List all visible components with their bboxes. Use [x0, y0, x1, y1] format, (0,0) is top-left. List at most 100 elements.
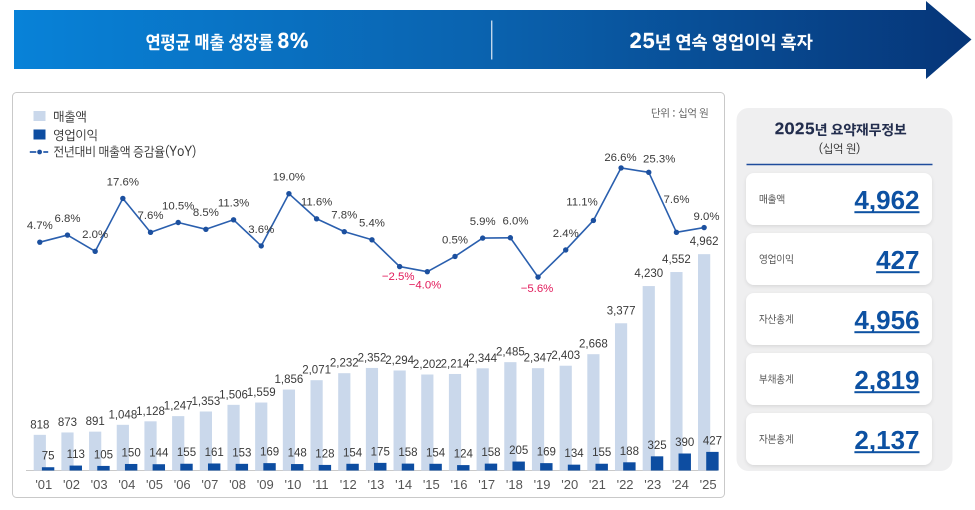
svg-text:2.0%: 2.0% [82, 229, 108, 241]
svg-text:'04: '04 [118, 477, 135, 492]
svg-text:'11: '11 [313, 477, 329, 492]
svg-text:2,071: 2,071 [302, 365, 331, 377]
svg-text:175: 175 [371, 446, 390, 458]
svg-text:7.6%: 7.6% [664, 194, 690, 206]
svg-text:11.1%: 11.1% [566, 197, 597, 209]
svg-text:2,819: 2,819 [854, 365, 919, 395]
svg-text:818: 818 [30, 419, 49, 431]
svg-text:7.8%: 7.8% [331, 210, 357, 222]
svg-text:3,377: 3,377 [607, 305, 636, 317]
svg-text:2,214: 2,214 [441, 358, 470, 370]
svg-text:2,344: 2,344 [468, 353, 497, 365]
svg-text:'20: '20 [561, 477, 578, 492]
svg-text:873: 873 [58, 417, 77, 429]
svg-text:1,559: 1,559 [247, 387, 276, 399]
svg-text:'25: '25 [700, 477, 717, 492]
svg-text:144: 144 [149, 448, 169, 460]
svg-text:'07: '07 [201, 477, 218, 492]
svg-text:154: 154 [343, 447, 363, 459]
svg-text:11.6%: 11.6% [301, 197, 332, 209]
svg-text:4,230: 4,230 [634, 268, 663, 280]
svg-text:'18: '18 [506, 477, 523, 492]
svg-text:2,202: 2,202 [413, 359, 442, 371]
svg-text:'17: '17 [478, 477, 495, 492]
svg-text:1,247: 1,247 [164, 401, 193, 413]
svg-text:'10: '10 [284, 477, 301, 492]
svg-text:'24: '24 [672, 477, 689, 492]
svg-text:427: 427 [876, 245, 919, 275]
svg-text:188: 188 [620, 446, 639, 458]
svg-text:5.9%: 5.9% [470, 216, 496, 228]
svg-text:8.5%: 8.5% [193, 207, 219, 219]
svg-text:2,352: 2,352 [358, 352, 387, 364]
svg-text:158: 158 [481, 447, 500, 459]
svg-text:4,962: 4,962 [854, 185, 919, 215]
svg-text:'06: '06 [174, 477, 191, 492]
svg-text:4,962: 4,962 [690, 236, 719, 248]
svg-text:169: 169 [537, 447, 556, 459]
svg-text:891: 891 [86, 416, 105, 428]
svg-text:5.4%: 5.4% [359, 218, 385, 230]
svg-text:3.6%: 3.6% [248, 224, 274, 236]
svg-text:2,232: 2,232 [330, 358, 359, 370]
svg-text:1,128: 1,128 [136, 406, 165, 418]
svg-text:7.6%: 7.6% [138, 210, 164, 222]
svg-text:1,856: 1,856 [275, 374, 304, 386]
svg-text:6.8%: 6.8% [54, 213, 80, 225]
svg-text:153: 153 [232, 447, 251, 459]
svg-text:161: 161 [205, 447, 224, 459]
svg-text:0.5%: 0.5% [442, 234, 468, 246]
svg-text:2.4%: 2.4% [553, 228, 579, 240]
svg-text:'21: '21 [589, 477, 606, 492]
svg-text:2,403: 2,403 [551, 350, 580, 362]
svg-text:'13: '13 [367, 477, 384, 492]
svg-text:4,552: 4,552 [662, 254, 691, 266]
svg-text:−5.6%: −5.6% [521, 283, 554, 295]
svg-text:154: 154 [426, 447, 446, 459]
svg-text:17.6%: 17.6% [107, 176, 139, 188]
svg-text:1,048: 1,048 [108, 409, 137, 421]
svg-text:155: 155 [177, 447, 196, 459]
svg-text:105: 105 [94, 449, 113, 461]
svg-text:'02: '02 [63, 477, 80, 492]
svg-text:'23: '23 [644, 477, 661, 492]
svg-text:1,506: 1,506 [219, 389, 248, 401]
svg-text:390: 390 [675, 437, 694, 449]
svg-text:2,137: 2,137 [854, 425, 919, 455]
svg-text:150: 150 [122, 447, 141, 459]
svg-text:6.0%: 6.0% [503, 216, 529, 228]
svg-text:148: 148 [288, 448, 307, 460]
svg-text:'03: '03 [91, 477, 108, 492]
svg-text:4,956: 4,956 [854, 305, 919, 335]
svg-text:'19: '19 [534, 477, 551, 492]
svg-text:75: 75 [42, 451, 55, 463]
svg-text:'15: '15 [423, 477, 440, 492]
svg-text:'22: '22 [617, 477, 634, 492]
svg-text:26.6%: 26.6% [604, 152, 636, 164]
svg-text:205: 205 [509, 445, 528, 457]
svg-text:'14: '14 [395, 477, 412, 492]
svg-text:−4.0%: −4.0% [409, 280, 442, 292]
svg-text:2,668: 2,668 [579, 339, 608, 351]
svg-text:128: 128 [315, 448, 334, 460]
svg-text:25.3%: 25.3% [643, 154, 675, 166]
svg-text:124: 124 [454, 449, 474, 461]
svg-text:325: 325 [647, 440, 666, 452]
svg-text:2,294: 2,294 [385, 355, 414, 367]
svg-text:1,353: 1,353 [191, 396, 220, 408]
svg-text:'09: '09 [257, 477, 274, 492]
svg-text:'08: '08 [229, 477, 246, 492]
svg-text:11.3%: 11.3% [218, 198, 249, 210]
svg-text:19.0%: 19.0% [273, 172, 305, 184]
svg-text:113: 113 [67, 449, 85, 461]
svg-text:427: 427 [703, 435, 722, 447]
svg-text:134: 134 [564, 448, 584, 460]
svg-text:158: 158 [398, 447, 417, 459]
svg-text:169: 169 [260, 447, 279, 459]
svg-text:'16: '16 [451, 477, 468, 492]
svg-text:9.0%: 9.0% [694, 211, 720, 223]
svg-text:10.5%: 10.5% [162, 200, 194, 212]
svg-text:'12: '12 [340, 477, 357, 492]
svg-text:155: 155 [592, 447, 611, 459]
svg-text:2,485: 2,485 [496, 347, 525, 359]
